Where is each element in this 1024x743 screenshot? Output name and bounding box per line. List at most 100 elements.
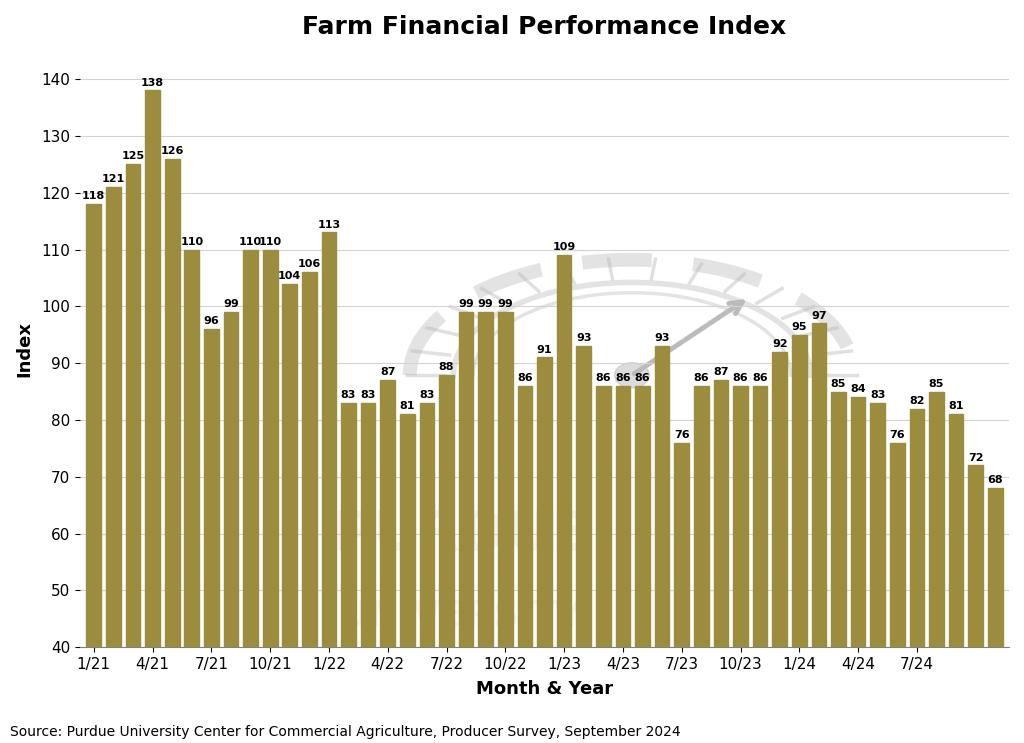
Text: 84: 84 xyxy=(850,384,866,395)
Bar xyxy=(890,443,904,743)
Bar xyxy=(714,380,728,743)
Text: 106: 106 xyxy=(298,259,321,270)
Bar xyxy=(400,415,415,743)
Text: 95: 95 xyxy=(792,322,807,332)
Bar xyxy=(988,488,1002,743)
Bar xyxy=(263,250,278,743)
Bar xyxy=(596,386,610,743)
Text: 96: 96 xyxy=(204,317,219,326)
Text: 97: 97 xyxy=(811,311,826,320)
Text: 86: 86 xyxy=(596,373,611,383)
Text: 121: 121 xyxy=(101,174,125,184)
Text: 86: 86 xyxy=(693,373,710,383)
Bar xyxy=(459,312,473,743)
Text: 68: 68 xyxy=(987,476,1004,485)
Bar xyxy=(635,386,650,743)
Text: 93: 93 xyxy=(575,334,592,343)
Text: 91: 91 xyxy=(537,345,552,354)
Text: 88: 88 xyxy=(439,362,455,372)
Text: 85: 85 xyxy=(830,379,846,389)
Text: UNIVERSITY: UNIVERSITY xyxy=(339,599,584,632)
Bar xyxy=(538,357,552,743)
Text: 86: 86 xyxy=(517,373,532,383)
Text: PURDUE: PURDUE xyxy=(333,508,590,562)
Y-axis label: Index: Index xyxy=(15,321,33,377)
Text: 81: 81 xyxy=(948,401,964,412)
Text: 86: 86 xyxy=(733,373,749,383)
Bar xyxy=(753,386,767,743)
Text: 99: 99 xyxy=(459,299,474,309)
Bar xyxy=(557,255,571,743)
X-axis label: Month & Year: Month & Year xyxy=(476,681,613,698)
Title: Farm Financial Performance Index: Farm Financial Performance Index xyxy=(302,15,786,39)
Text: 85: 85 xyxy=(929,379,944,389)
Text: 99: 99 xyxy=(498,299,513,309)
Text: 83: 83 xyxy=(419,390,434,400)
Bar xyxy=(360,403,376,743)
Text: 110: 110 xyxy=(259,237,282,247)
Bar xyxy=(478,312,494,743)
Text: 110: 110 xyxy=(180,237,204,247)
Bar xyxy=(577,346,591,743)
Text: 82: 82 xyxy=(909,396,925,406)
Bar xyxy=(302,272,316,743)
Bar xyxy=(283,284,297,743)
Bar xyxy=(223,312,239,743)
Text: 99: 99 xyxy=(478,299,494,309)
Text: 104: 104 xyxy=(279,270,301,281)
Bar xyxy=(380,380,395,743)
Text: 87: 87 xyxy=(713,367,729,377)
Bar xyxy=(420,403,434,743)
Bar xyxy=(969,465,983,743)
Bar xyxy=(733,386,748,743)
Text: 86: 86 xyxy=(615,373,631,383)
Text: 83: 83 xyxy=(360,390,376,400)
Text: 86: 86 xyxy=(635,373,650,383)
Bar xyxy=(145,91,160,743)
Bar xyxy=(812,323,826,743)
Bar xyxy=(439,374,454,743)
Text: 83: 83 xyxy=(870,390,886,400)
Bar xyxy=(244,250,258,743)
Bar xyxy=(126,164,140,743)
Bar xyxy=(929,392,944,743)
Text: 72: 72 xyxy=(968,452,983,463)
Bar xyxy=(772,351,787,743)
Text: 125: 125 xyxy=(122,152,144,161)
Bar xyxy=(517,386,532,743)
Text: 126: 126 xyxy=(161,146,184,156)
Bar xyxy=(831,392,846,743)
Bar xyxy=(949,415,964,743)
Bar xyxy=(654,346,670,743)
Bar xyxy=(851,398,865,743)
Text: 87: 87 xyxy=(380,367,395,377)
Circle shape xyxy=(614,363,649,388)
Bar xyxy=(86,204,101,743)
Text: 113: 113 xyxy=(317,220,341,230)
Bar xyxy=(909,409,925,743)
Bar xyxy=(792,335,807,743)
Text: 118: 118 xyxy=(82,191,105,201)
Bar xyxy=(675,443,689,743)
Text: 92: 92 xyxy=(772,339,787,349)
Bar xyxy=(204,329,219,743)
Text: 83: 83 xyxy=(341,390,356,400)
Bar xyxy=(498,312,513,743)
Bar xyxy=(322,233,336,743)
Bar xyxy=(870,403,885,743)
Text: 76: 76 xyxy=(890,430,905,440)
Text: 99: 99 xyxy=(223,299,239,309)
Text: 109: 109 xyxy=(553,242,575,253)
Text: 86: 86 xyxy=(753,373,768,383)
Text: Source: Purdue University Center for Commercial Agriculture, Producer Survey, Se: Source: Purdue University Center for Com… xyxy=(10,725,681,739)
Bar xyxy=(341,403,356,743)
Text: 93: 93 xyxy=(654,334,670,343)
Text: 76: 76 xyxy=(674,430,689,440)
Bar xyxy=(184,250,199,743)
Bar xyxy=(615,386,630,743)
Text: 81: 81 xyxy=(399,401,415,412)
Text: 110: 110 xyxy=(239,237,262,247)
Bar xyxy=(165,158,179,743)
Bar xyxy=(694,386,709,743)
Text: 138: 138 xyxy=(141,77,164,88)
